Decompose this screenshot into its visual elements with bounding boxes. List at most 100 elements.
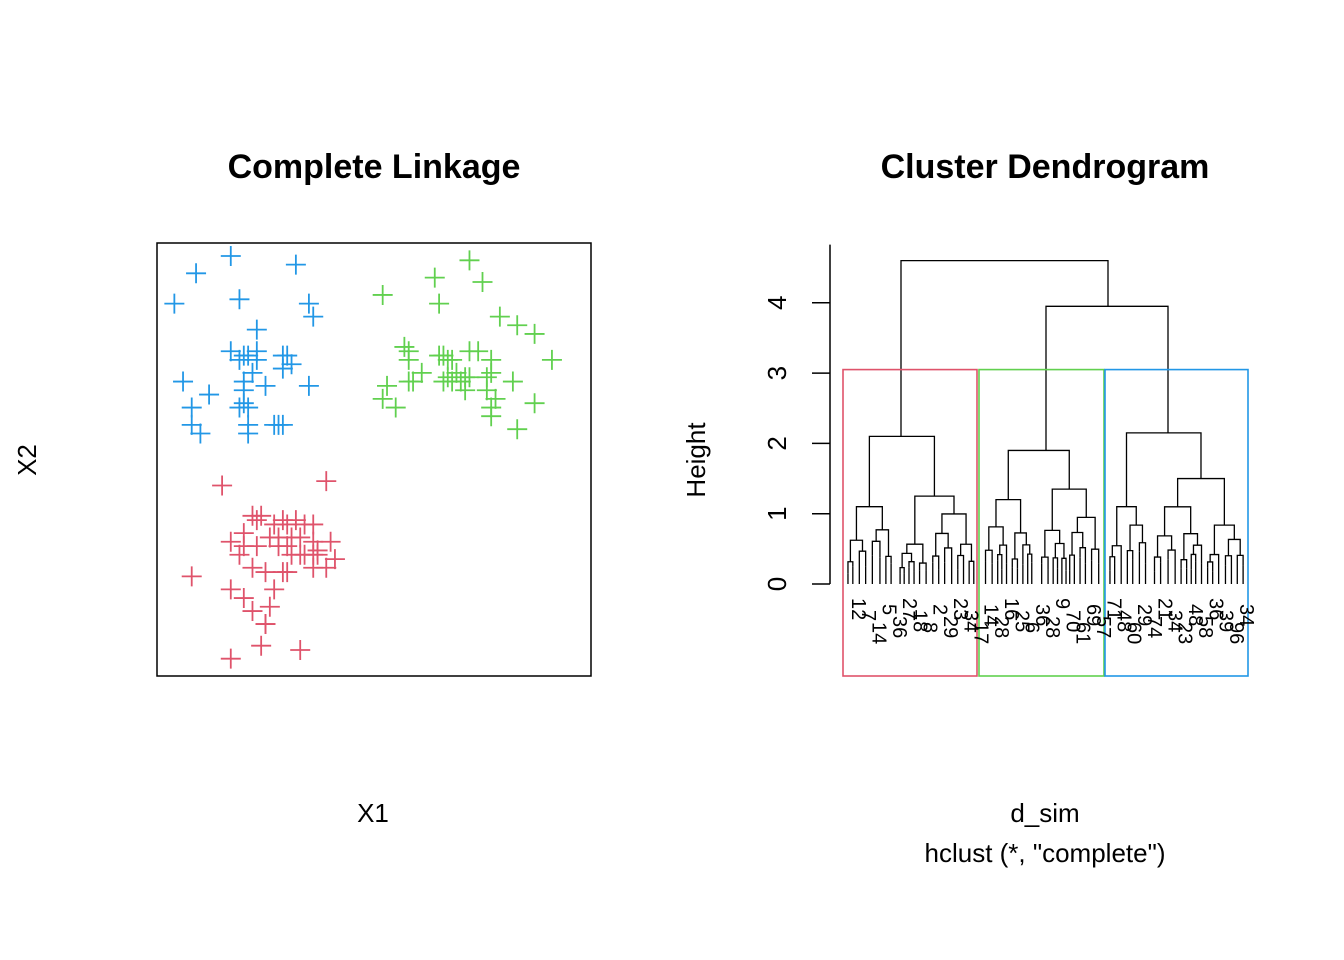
dendrogram-title: Cluster Dendrogram <box>881 148 1210 186</box>
cluster-1-point <box>303 514 324 535</box>
cluster-branch <box>868 435 936 507</box>
cluster-1-point <box>277 562 298 583</box>
dendrogram-branch <box>858 550 867 567</box>
leaf-label: 14 <box>980 604 1002 626</box>
cluster-2-point <box>394 336 415 357</box>
y-tick-label: 2 <box>762 436 792 450</box>
dendrogram-branch <box>1051 488 1087 531</box>
cluster-2-point <box>429 293 450 314</box>
green-blue-branch <box>1045 305 1169 451</box>
cluster-branch <box>1007 449 1070 500</box>
dendrogram-branch <box>1176 477 1226 526</box>
cluster-1-point <box>246 510 267 531</box>
cluster-1-point <box>251 635 272 656</box>
cluster-3-point <box>199 384 220 405</box>
dendrogram-branch <box>918 562 927 571</box>
dendrogram-branch <box>1190 553 1197 570</box>
dendrogram-branch <box>885 555 892 570</box>
cluster-2-point <box>481 362 502 383</box>
cluster-1-point <box>229 544 250 565</box>
leaf-label: 74 <box>1143 616 1165 638</box>
dendrogram-branch <box>1227 538 1241 556</box>
cluster-2-point <box>372 388 393 409</box>
cluster-3-rect <box>1104 368 1249 677</box>
leaf-label: 29 <box>1133 604 1155 626</box>
cluster-1-point <box>290 527 311 548</box>
cluster-2-point <box>524 393 545 414</box>
cluster-3-point <box>186 263 207 284</box>
cluster-3-point <box>181 414 202 435</box>
cluster-3-point <box>298 293 319 314</box>
cluster-2-point <box>446 362 467 383</box>
cluster-1-point <box>242 557 263 578</box>
cluster-3-point <box>272 358 293 379</box>
dendrogram-branch <box>1052 557 1059 569</box>
dendrogram-branch <box>1126 550 1134 567</box>
dendrogram-branch <box>968 560 975 570</box>
cluster-2-point <box>377 375 398 396</box>
dendrogram-branch <box>906 543 924 564</box>
cluster-3-point <box>220 245 241 266</box>
leaf-label: 17 <box>970 622 992 644</box>
leaf-label: 39 <box>1215 610 1237 632</box>
cluster-1-point <box>264 579 285 600</box>
leaf-label: 34 <box>1164 610 1186 632</box>
cluster-1-point <box>285 510 306 531</box>
leaf-label: 18 <box>908 610 930 632</box>
dendrogram-ylabel: Height <box>681 422 711 498</box>
leaf-label: 23 <box>949 598 971 620</box>
cluster-1-point <box>290 640 311 661</box>
dendrogram-branch <box>943 547 953 563</box>
cluster-2-point <box>424 267 445 288</box>
dendrogram-branch <box>988 526 1004 551</box>
leaf-label: 48 <box>1184 604 1206 626</box>
cluster-1-point <box>220 648 241 669</box>
dendrogram-branch <box>1011 558 1019 569</box>
leaf-label: 23 <box>1174 622 1196 644</box>
dendrogram-branch <box>899 566 905 574</box>
cluster-1-point <box>212 475 233 496</box>
dendrogram-branch <box>1109 556 1116 571</box>
cluster-3-point <box>238 423 259 444</box>
dendrogram-branch <box>1022 544 1031 565</box>
cluster-3-point <box>238 345 259 366</box>
dendrogram-sublabel: hclust (*, "complete") <box>925 838 1166 868</box>
leaf-label: 34 <box>1235 604 1257 626</box>
cluster-2-point <box>481 406 502 427</box>
cluster-3-point <box>255 375 276 396</box>
dendrogram-branch <box>1069 554 1075 571</box>
dendrogram-xlabel: d_sim <box>1010 798 1079 828</box>
cluster-1-point <box>181 566 202 587</box>
cluster-3-point <box>264 414 285 435</box>
scatter-points <box>164 245 562 669</box>
cluster-2-point <box>507 315 528 336</box>
dendrogram-branch <box>875 529 890 557</box>
leaf-label: 28 <box>990 616 1012 638</box>
leaf-label: 5 <box>878 604 900 615</box>
y-tick-label: 1 <box>762 506 792 520</box>
cluster-1-point <box>277 514 298 535</box>
cluster-2-point <box>489 306 510 327</box>
cluster-1-point <box>242 601 263 622</box>
cluster-1-point <box>320 531 341 552</box>
cluster-1-point <box>233 588 254 609</box>
dendrogram-branch <box>995 498 1022 533</box>
cluster-3-point <box>298 375 319 396</box>
dendrogram-tree <box>847 259 1244 584</box>
cluster-1-point <box>220 531 241 552</box>
dendrogram-branch <box>1236 554 1244 566</box>
dendrogram-branch <box>1079 547 1087 564</box>
cluster-1-point <box>220 579 241 600</box>
cluster-1-point <box>255 562 276 583</box>
dendrogram-branch <box>1044 529 1061 558</box>
leaf-label: 58 <box>1194 616 1216 638</box>
scatter-plot-box <box>156 242 592 677</box>
dendrogram-branch <box>1129 524 1144 551</box>
cluster-3-point <box>190 423 211 444</box>
dendrogram-branch <box>935 532 949 557</box>
y-tick-label: 3 <box>762 366 792 380</box>
leaf-label: 57 <box>1092 616 1114 638</box>
dendrogram-branch <box>1224 555 1233 566</box>
cluster-3-point <box>173 371 194 392</box>
